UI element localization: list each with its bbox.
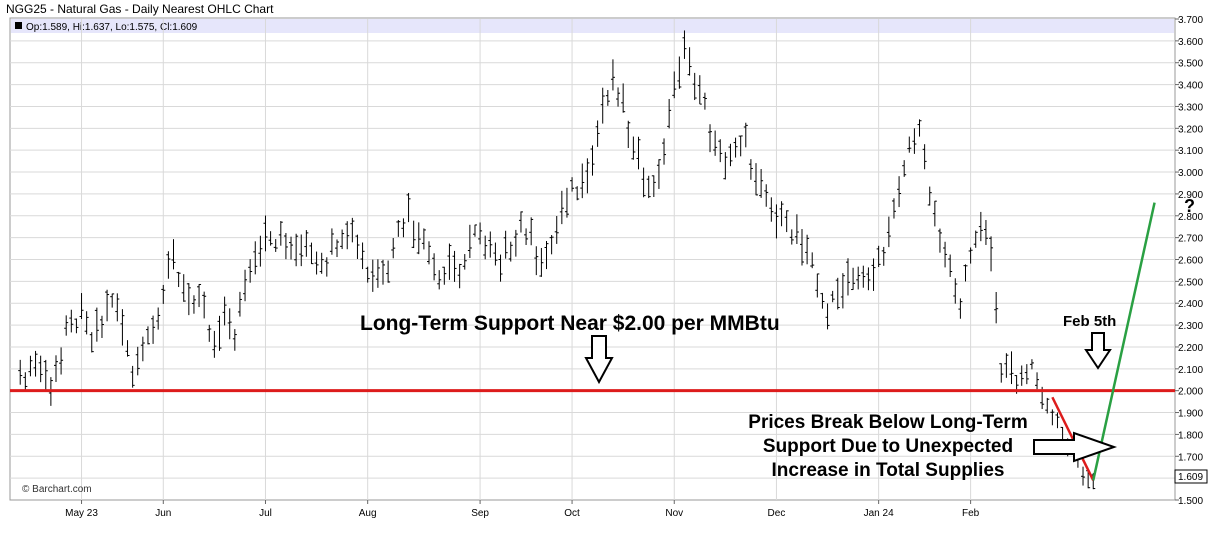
y-tick-label: 3.200 [1178,124,1203,135]
info-square-icon [15,22,22,29]
x-tick-label: Nov [665,508,683,519]
y-tick-label: 2.100 [1178,365,1203,376]
break-annotation-line-1: Prices Break Below Long-Term [748,412,1027,433]
x-tick-label: Aug [359,508,377,519]
y-tick-label: 3.700 [1178,15,1203,26]
decline-line [1051,396,1095,481]
x-tick-label: May 23 [65,508,98,519]
watermark: © Barchart.com [22,484,92,495]
projection-line [1092,202,1156,481]
y-tick-label: 2.400 [1178,299,1203,310]
y-tick-label: 1.500 [1178,496,1203,507]
y-tick-label: 2.300 [1178,321,1203,332]
y-tick-label: 3.100 [1178,146,1203,157]
break-annotation-line-2: Support Due to Unexpected [763,436,1013,457]
y-tick-label: 2.200 [1178,343,1203,354]
y-tick-label: 2.900 [1178,190,1203,201]
break-annotation-line-3: Increase in Total Supplies [772,460,1005,481]
last-price-box [1174,469,1208,484]
y-tick-label: 1.700 [1178,452,1203,463]
x-tick-label: Sep [471,508,489,519]
feb5-down-arrow-icon [1084,332,1112,370]
x-tick-label: Feb [962,508,980,519]
y-tick-label: 2.500 [1178,277,1203,288]
right-arrow-icon [1033,431,1118,463]
y-tick-label: 2.700 [1178,234,1203,245]
y-tick-label: 3.300 [1178,102,1203,113]
support-annotation: Long-Term Support Near $2.00 per MMBtu [360,312,780,335]
question-mark: ? [1184,196,1195,216]
y-tick-label: 3.600 [1178,37,1203,48]
info-band [11,19,1174,33]
y-tick-label: 1.900 [1178,409,1203,420]
y-tick-label: 2.600 [1178,256,1203,267]
feb5-annotation: Feb 5th [1063,313,1116,330]
x-tick-label: Jun [155,508,171,519]
x-tick-label: Jan 24 [864,508,894,519]
y-tick-label: 1.800 [1178,430,1203,441]
y-tick-label: 3.500 [1178,59,1203,70]
x-axis: May 23 Jun Jul Aug Sep Oct Nov Jan 24 Feb Dec [65,500,980,519]
ohlc-info-text: Op:1.589, Hi:1.637, Lo:1.575, Cl:1.609 [26,22,198,33]
y-tick-label: 3.400 [1178,81,1203,92]
y-axis: 1.5001.6001.7001.8001.9002.0002.1002.200… [1175,15,1203,507]
y-tick-label: 2.000 [1178,387,1203,398]
last-price-label: 1.609 [1178,472,1203,483]
x-tick-label: Jul [259,508,272,519]
x-tick-label: Dec [768,508,786,519]
down-arrow-icon [584,335,614,385]
x-tick-label: Oct [564,508,580,519]
y-tick-label: 3.000 [1178,168,1203,179]
chart-title: NGG25 - Natural Gas - Daily Nearest OHLC… [6,2,274,16]
ohlc-bars [18,30,1096,490]
y-tick-label: 2.800 [1178,212,1203,223]
x-gridlines [81,19,972,500]
